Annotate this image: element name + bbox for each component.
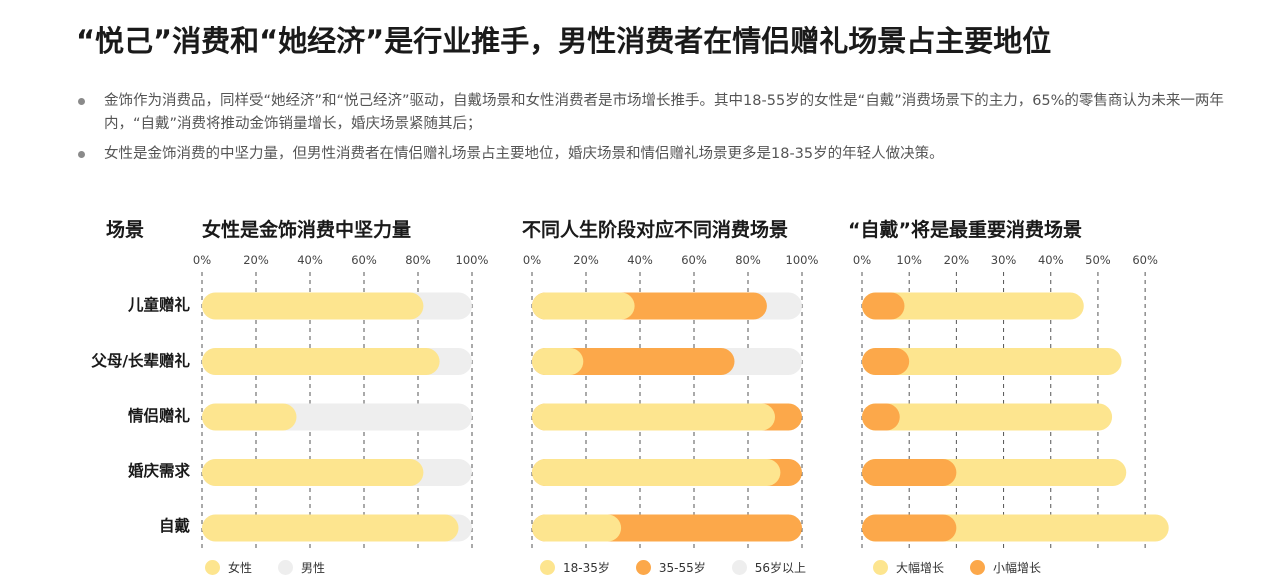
legend-item: 男性 [278,559,325,576]
legend-label: 小幅增长 [993,561,1042,575]
bar-segment [532,348,735,375]
legend-item: 35-55岁 [635,559,706,576]
tick-label: 100% [456,253,489,267]
legend-label: 男性 [301,561,326,575]
scene-label: 自戴 [158,517,190,535]
bullet-text: 金饰作为消费品，同样受“她经济”和“悦己经济”驱动，自戴场景和女性消费者是市场增… [104,93,1224,132]
legend-swatch-icon [205,560,220,575]
bullet-dot-icon [78,98,85,105]
tick-label: 0% [193,253,211,267]
scene-label: 情侣赠礼 [127,407,190,425]
chart-2-title: 不同人生阶段对应不同消费场景 [522,219,789,241]
legend-label: 大幅增长 [896,561,945,575]
chart-1-title: 女性是金饰消费中坚力量 [202,219,412,241]
tick-label: 0% [523,253,541,267]
legend-item: 女性 [205,559,252,576]
scene-label: 儿童赠礼 [127,296,190,314]
chart-life-stage: 0% 20% 40% 60% 80% 100% [523,253,819,552]
bar-segment [202,514,459,542]
bar-segment [202,348,440,375]
tick-label: 20% [573,253,599,267]
legend-chart-3: 大幅增长 小幅增长 [873,559,1067,576]
page-title: “悦己”消费和“她经济”是行业推手，男性消费者在情侣赠礼场景占主要地位 [76,24,1052,58]
bar [862,348,1122,375]
bar [862,348,910,375]
bar [862,403,900,431]
legend-chart-2: 18-35岁 35-55岁 56岁以上 [540,559,832,576]
tick-label: 60% [681,253,707,267]
chart-female-core: 0% 20% 40% 60% 80% 100% [193,253,489,552]
bullet-list: 金饰作为消费品，同样受“她经济”和“悦己经济”驱动，自戴场景和女性消费者是市场增… [76,90,1236,173]
bar-segment [532,292,635,320]
tick-label: 20% [243,253,269,267]
tick-label: 60% [351,253,377,267]
bar-segment [202,403,297,431]
legend-label: 56岁以上 [754,561,807,575]
tick-label: 100% [786,253,819,267]
chart-self-wear: 0% 10% 20% 30% 40% 50% 60% [853,253,1169,552]
legend-swatch-icon [635,560,651,575]
legend-item: 小幅增长 [970,559,1041,576]
bar-segment [202,292,424,320]
bullet-item: 金饰作为消费品，同样受“她经济”和“悦己经济”驱动，自戴场景和女性消费者是市场增… [76,90,1236,136]
legend-swatch-icon [278,560,294,575]
tick-label: 50% [1085,253,1111,267]
bar [862,514,957,542]
legend-label: 女性 [228,561,253,575]
legend-swatch-icon [731,560,747,575]
tick-label: 40% [627,253,653,267]
legend-item: 56岁以上 [731,559,807,576]
legend-chart-1: 女性 男性 [205,559,351,576]
legend-swatch-icon [873,560,888,575]
row-header: 场景 [106,219,145,241]
bar [862,403,1113,431]
bar-segment [532,403,775,431]
legend-swatch-icon [540,560,555,575]
tick-label: 10% [896,253,922,267]
bar [862,292,905,320]
tick-label: 30% [991,253,1017,267]
bar-segment [532,514,622,542]
legend-label: 18-35岁 [563,561,610,575]
bullet-dot-icon [78,151,85,158]
legend-label: 35-55岁 [658,561,706,575]
legend-swatch-icon [970,560,986,575]
tick-label: 80% [405,253,431,267]
scene-label: 父母/长辈赠礼 [91,352,190,370]
bullet-item: 女性是金饰消费的中坚力量，但男性消费者在情侣赠礼场景占主要地位，婚庆场景和情侣赠… [76,143,1236,166]
chart-3-title: “自戴”将是最重要消费场景 [848,219,1082,241]
bar [862,292,1084,320]
tick-label: 0% [853,253,871,267]
bar-segment [532,348,584,375]
legend-item: 大幅增长 [873,559,944,576]
tick-label: 20% [944,253,970,267]
bar-segment [202,459,424,486]
tick-label: 40% [297,253,323,267]
bar [862,459,957,486]
tick-label: 60% [1132,253,1158,267]
bar-segment [532,459,781,486]
bullet-text: 女性是金饰消费的中坚力量，但男性消费者在情侣赠礼场景占主要地位，婚庆场景和情侣赠… [104,146,944,162]
legend-item: 18-35岁 [540,559,610,576]
tick-label: 40% [1038,253,1064,267]
tick-label: 80% [735,253,761,267]
scene-label: 婚庆需求 [127,462,190,480]
